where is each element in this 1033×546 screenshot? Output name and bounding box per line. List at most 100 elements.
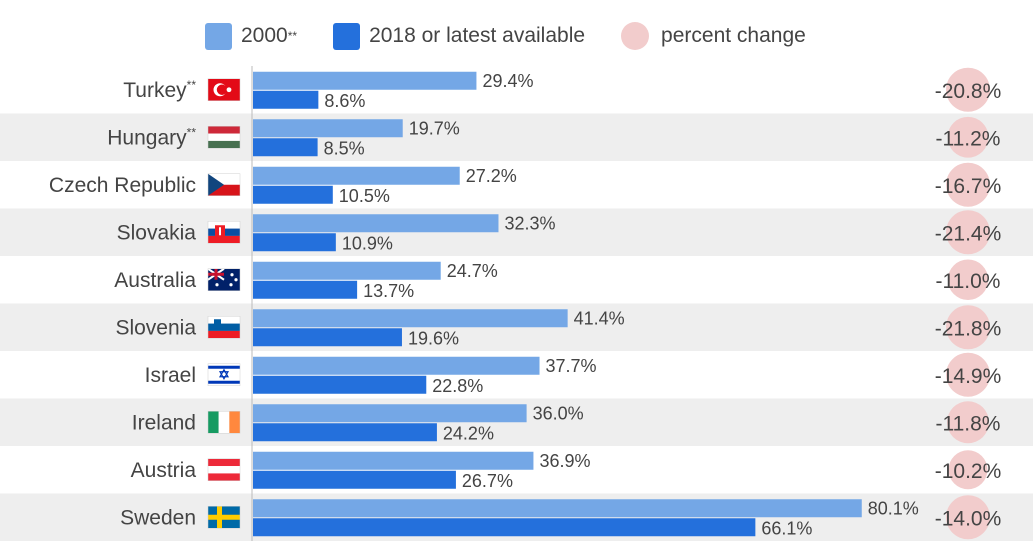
percent-change-bubble [946,67,990,112]
flag-cross [219,227,221,236]
value-label-2018: 8.5% [324,138,365,158]
flag-star [234,278,238,282]
flag-israel-icon [207,363,241,386]
category-name: Austria [131,459,197,482]
value-label-2018: 8.6% [324,91,365,111]
bar-2000 [253,309,568,328]
flag-shield [214,319,221,329]
flag-border [207,221,241,244]
bar-2000 [253,499,862,518]
value-label-2018: 13.7% [363,281,414,301]
flag-stripe [208,330,240,339]
value-label-2018: 26.7% [462,471,513,491]
legend: 2000 ** 2018 or latest available percent … [205,22,842,50]
legend-item-2018: 2018 or latest available [333,22,586,50]
percent-change-label: -21.4% [935,222,1002,245]
bar-2018 [253,518,756,537]
flag-cross [208,272,224,276]
percent-change-bubble [946,162,990,207]
category-label: Austria [131,459,197,482]
flag-australia-icon [207,267,241,291]
bar-2018 [253,280,358,299]
flag-star [226,87,232,93]
category-label: Turkey** [123,78,196,102]
percent-change-label: -21.8% [935,317,1002,340]
bar-2018 [253,328,402,347]
row-band [0,208,1033,256]
category-note: ** [187,125,197,139]
bar-2000 [253,166,460,185]
percent-change-bubble [948,450,988,490]
percent-change-label: -10.2% [935,460,1002,483]
value-label-2000: 29.4% [482,71,533,91]
percent-change-label: -11.8% [936,412,1001,435]
value-label-2018: 10.9% [342,233,393,253]
flag-austria-icon [207,458,241,481]
legend-item-2000: 2000 ** [205,22,298,50]
percent-change-bubble [946,352,990,397]
flag-stripe [208,221,240,229]
flag-star [218,371,230,380]
flag-stripe [208,380,240,384]
percent-change-label: -14.9% [935,365,1002,388]
value-label-2000: 36.0% [533,403,584,423]
category-name: Turkey [123,79,187,102]
bar-2000 [253,404,527,423]
category-name: Czech Republic [49,174,196,197]
value-label-2018: 22.8% [432,376,483,396]
flag-border [207,411,241,434]
bar-2000 [253,261,441,280]
flag-field [208,363,240,386]
legend-swatch-2018 [333,22,361,50]
bar-2018 [253,375,427,394]
flag-hungary-icon [207,126,241,149]
bar-2018 [253,470,456,489]
category-label: Czech Republic [49,174,196,197]
percent-change-bubble [946,305,990,350]
flag-stripe [208,466,240,474]
category-note: ** [187,78,197,92]
flag-stripe [208,473,240,481]
category-label: Australia [114,269,196,292]
category-label: Slovenia [115,316,196,339]
bar-2018 [253,185,333,204]
percent-change-label: -14.0% [935,507,1002,530]
flag-triangle [208,173,224,196]
percent-change-label: -16.7% [935,175,1002,198]
bar-2018 [253,423,437,442]
flag-czech-republic-icon [207,173,241,196]
percent-change-bubble [946,495,990,540]
legend-label-change: percent change [661,24,806,47]
category-label: Sweden [120,506,196,529]
category-name: Hungary [107,126,187,149]
flag-border [207,506,241,529]
bar-2018 [253,233,336,252]
flag-star [230,273,234,277]
category-label: Israel [145,364,196,387]
value-label-2000: 27.2% [466,166,517,186]
flag-slovenia-icon [207,316,241,339]
flag-border [207,78,241,101]
flag-crescent-inner [216,84,228,95]
legend-swatch-2000 [205,22,232,50]
percent-change-label: -11.2% [936,127,1001,150]
category-name: Australia [114,269,196,292]
legend-label-2018: 2018 or latest available [369,24,586,47]
flag-turkey-icon [207,78,241,101]
legend-note-2000: ** [287,29,298,43]
flag-stripe [208,411,219,434]
flag-stripe [208,235,240,244]
category-label: Ireland [132,411,196,434]
percent-change-label: -20.8% [935,80,1002,103]
flag-border [207,363,241,386]
flag-ireland-icon [207,411,241,434]
value-label-2018: 24.2% [443,423,494,443]
percent-change-bubble [947,259,989,300]
flag-stripe [208,458,240,467]
value-label-2018: 66.1% [761,518,812,538]
flag-border [207,173,241,196]
category-label: Hungary** [107,125,196,149]
legend-label-2000: 2000 [241,24,288,47]
flag-border [207,316,241,339]
